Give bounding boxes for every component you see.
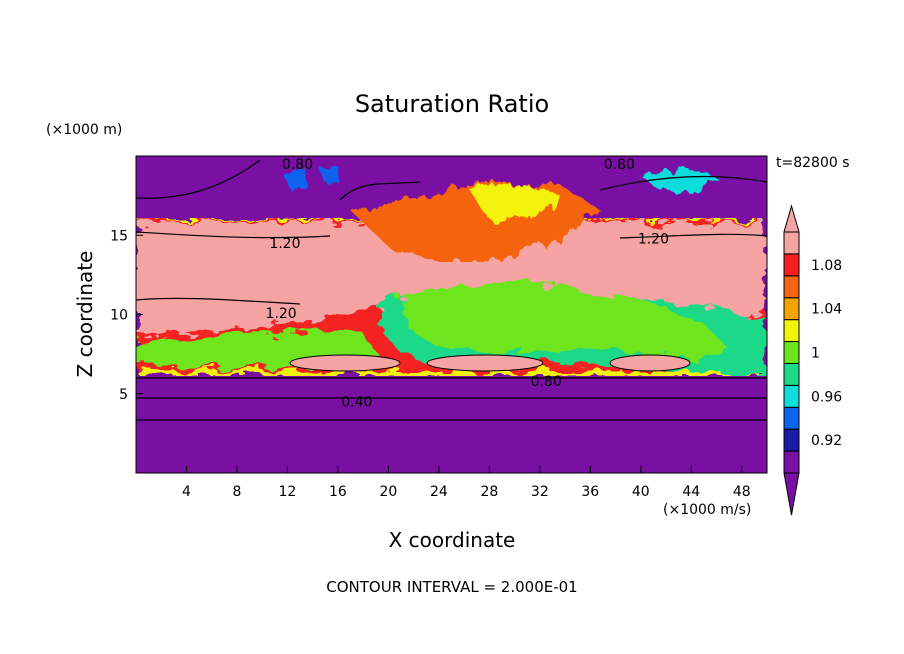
contour-label: 1.20 — [638, 231, 669, 247]
contour-1-20-right — [619, 233, 767, 239]
x-tick-label: 40 — [632, 484, 650, 500]
lower-stable-layer — [136, 376, 767, 473]
chart-title: Saturation Ratio — [355, 90, 549, 118]
contour-1-20-left — [136, 231, 331, 305]
contour-label: 0.80 — [282, 157, 313, 173]
x-tick-label: 20 — [379, 484, 397, 500]
upper-blue-left — [280, 168, 310, 190]
upper-blue-mid — [320, 166, 340, 180]
colorbar-label: 0.92 — [811, 433, 842, 449]
colorbar-segment — [783, 362, 800, 386]
plot-area: 0.80 0.80 1.20 1.20 1.20 0.80 0.40 — [136, 156, 767, 473]
upper-cloud — [280, 166, 720, 262]
colorbar-segment — [783, 406, 800, 430]
colorbar-segment — [783, 319, 800, 343]
colorbar-label: 0.96 — [811, 389, 842, 405]
layer-sat — [400, 282, 730, 360]
colorbar-segment — [783, 253, 800, 277]
contour-label: 0.80 — [604, 157, 635, 173]
bubble-layer — [289, 354, 691, 372]
colorbar-segment — [783, 275, 800, 299]
x-tick-label: 16 — [329, 484, 347, 500]
colorbar-segment — [783, 231, 800, 255]
x-tick-label: 44 — [682, 484, 700, 500]
upper-yellow — [470, 182, 560, 220]
colorbar-segment — [783, 297, 800, 321]
contour-label: 1.20 — [266, 306, 297, 322]
x-tick-label: 4 — [182, 484, 191, 500]
x-ticks: 4 8 12 16 20 24 28 32 36 40 44 48 — [182, 466, 751, 500]
colorbar-label: 1.04 — [811, 302, 842, 318]
bubble-2 — [426, 354, 544, 372]
contour-lines — [136, 159, 767, 421]
colorbar-segment — [783, 341, 800, 364]
contour-interval-footer: CONTOUR INTERVAL = 2.000E-01 — [326, 578, 577, 596]
colorbar-segment — [783, 384, 800, 408]
colorbar-bottom-arrow — [783, 472, 800, 516]
colorbar-segment — [783, 450, 800, 474]
y-ticks: 5 10 15 — [110, 228, 143, 403]
x-axis-unit: (×1000 m/s) — [663, 502, 751, 518]
bubble-3 — [609, 354, 691, 372]
contour-label-group: 0.80 0.80 1.20 1.20 1.20 0.80 0.40 — [266, 157, 669, 411]
x-tick-label: 28 — [480, 484, 498, 500]
contour-label: 1.20 — [269, 236, 300, 252]
x-tick-label: 8 — [232, 484, 241, 500]
x-tick-label: 32 — [531, 484, 549, 500]
x-tick-label: 12 — [279, 484, 297, 500]
x-tick-label: 36 — [581, 484, 599, 500]
contour-label: 0.80 — [531, 374, 562, 390]
upper-cyan-right — [640, 168, 720, 192]
y-tick-label: 5 — [119, 387, 128, 403]
x-axis-label: X coordinate — [389, 528, 516, 552]
colorbar-segment — [783, 428, 800, 452]
time-label: t=82800 s — [776, 155, 850, 171]
x-tick-label: 24 — [430, 484, 448, 500]
bubble-1 — [289, 354, 401, 372]
y-axis-unit: (×1000 m) — [46, 122, 122, 138]
colorbar: 0.92 0.96 1 1.04 1.08 — [783, 204, 842, 516]
colorbar-top-arrow — [783, 204, 800, 233]
y-tick-label: 10 — [110, 308, 128, 324]
contour-0-80-top — [136, 159, 767, 201]
y-tick-label: 15 — [110, 228, 128, 244]
y-axis-label: Z coordinate — [73, 251, 97, 378]
colorbar-label: 1.08 — [811, 258, 842, 274]
x-tick-label: 48 — [733, 484, 751, 500]
colorbar-label: 1 — [811, 346, 820, 362]
contour-label: 0.40 — [341, 395, 372, 411]
